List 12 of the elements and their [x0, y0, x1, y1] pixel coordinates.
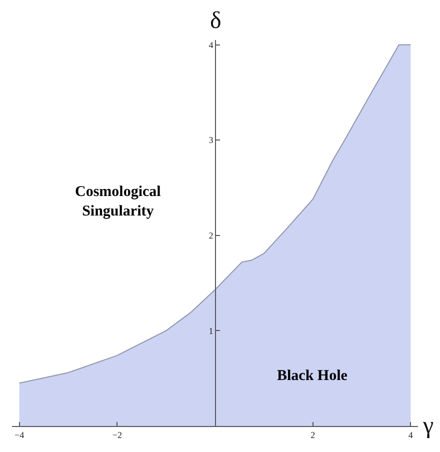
x-tick-label: −4 — [14, 430, 25, 440]
x-tick-label: 4 — [408, 430, 414, 440]
annotation: Black Hole — [277, 368, 348, 384]
y-tick-label: 2 — [208, 230, 214, 241]
x-tick-label: −2 — [112, 430, 122, 440]
y-axis-title: δ — [210, 8, 222, 34]
y-tick-label: 3 — [208, 135, 214, 146]
annotation: Cosmological Singularity — [75, 184, 161, 220]
y-tick-label: 1 — [208, 326, 214, 336]
x-axis-title: γ — [422, 413, 434, 439]
x-tick-label: 2 — [310, 430, 316, 440]
y-tick-label: 4 — [208, 40, 214, 50]
